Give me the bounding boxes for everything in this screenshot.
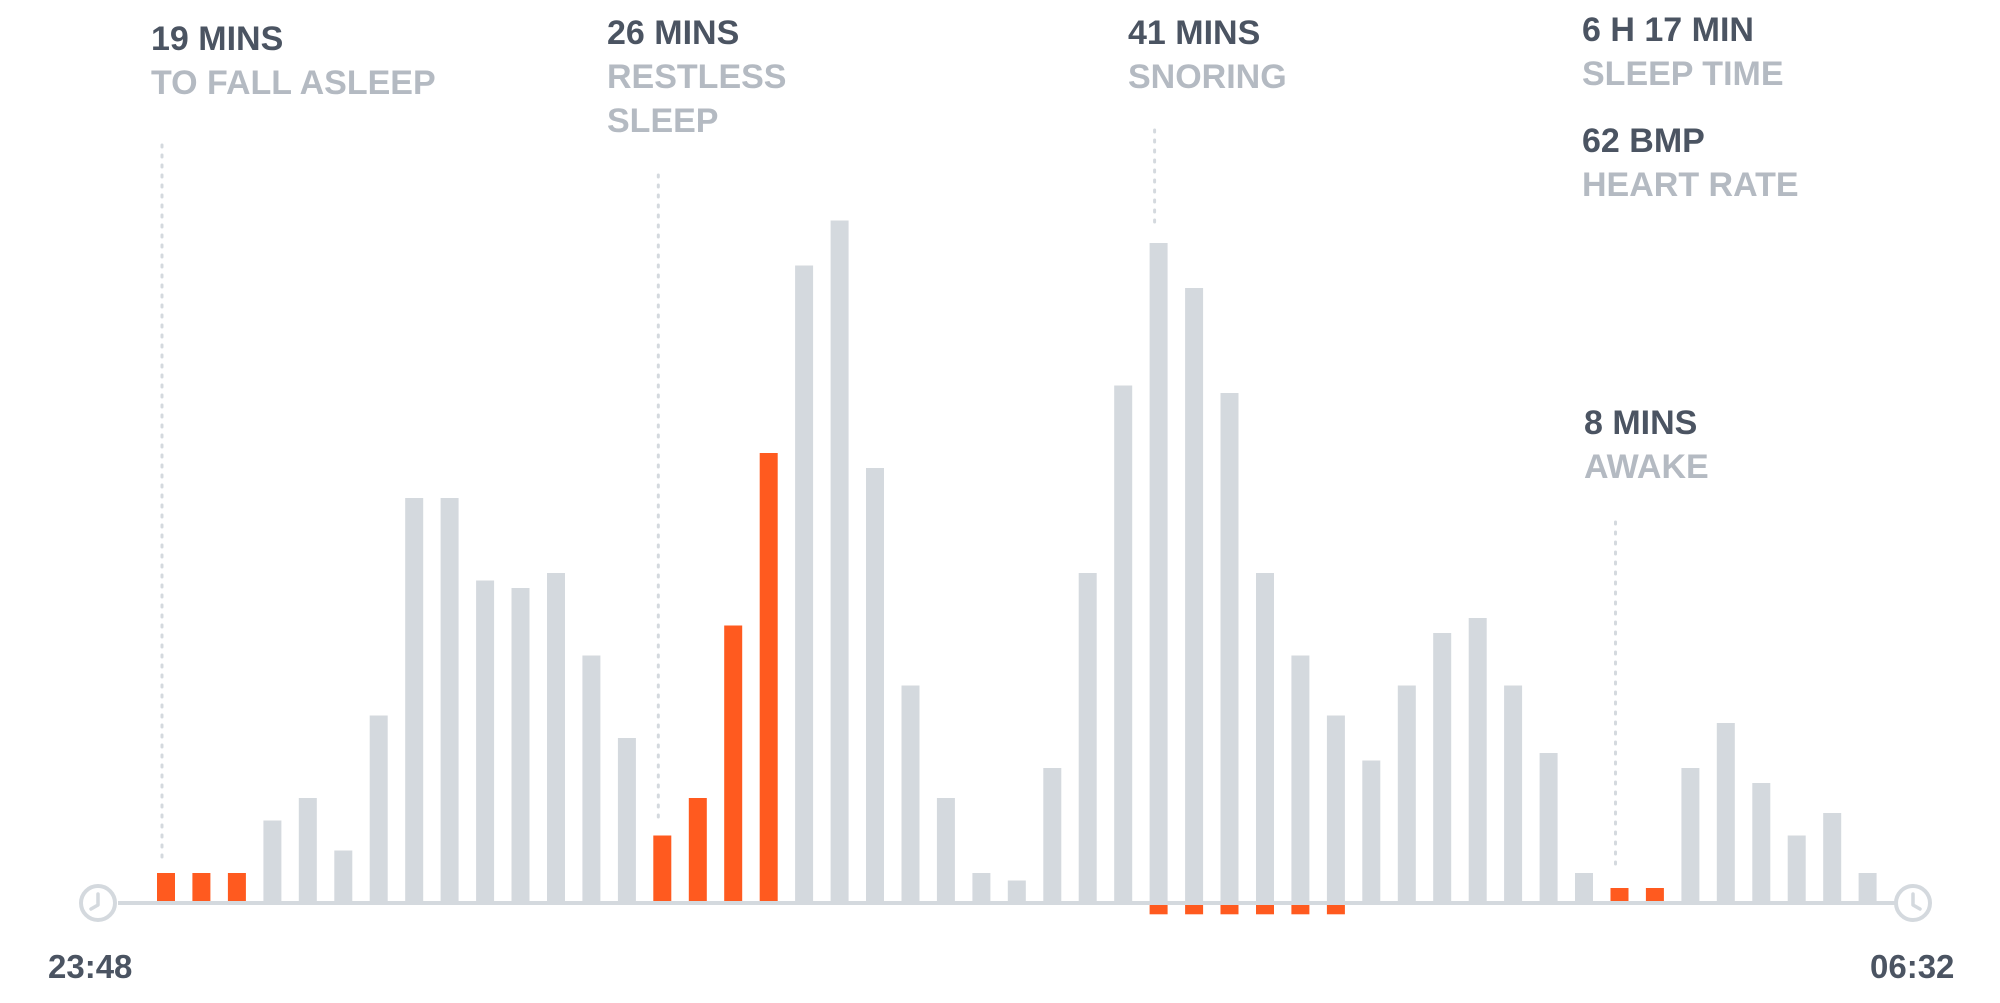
bar xyxy=(1149,243,1168,903)
highlight-bar xyxy=(653,835,672,903)
bar xyxy=(1681,768,1700,903)
bar xyxy=(1787,835,1806,903)
fall-asleep-value: 19 MINS xyxy=(151,20,284,58)
bar xyxy=(866,468,884,903)
bars xyxy=(157,220,1877,915)
bar xyxy=(547,573,565,903)
heart-rate-annotation: 62 BMP HEART RATE xyxy=(1582,124,1799,202)
end-time-label: 06:32 xyxy=(1870,948,1955,985)
highlight-bar xyxy=(759,453,778,903)
snoring-bar xyxy=(1256,903,1274,915)
snoring-bar xyxy=(1326,903,1345,915)
bar xyxy=(1539,753,1558,903)
snoring-annotation: 41 MINS SNORING xyxy=(1128,16,1287,94)
start-clock-icon xyxy=(79,884,117,922)
snoring-value: 41 MINS xyxy=(1128,14,1261,52)
snoring-bar xyxy=(1291,903,1310,915)
snoring-bar xyxy=(1220,903,1239,915)
highlight-bar xyxy=(1610,888,1629,903)
bar xyxy=(1256,573,1274,903)
restless-value: 26 MINS xyxy=(607,14,740,52)
bar xyxy=(901,685,920,903)
sleep-time-value: 6 H 17 MIN xyxy=(1582,11,1754,49)
awake-value: 8 MINS xyxy=(1584,404,1698,442)
bar xyxy=(440,498,459,903)
bar xyxy=(582,655,601,903)
bar xyxy=(1752,783,1771,903)
bar xyxy=(1078,573,1097,903)
sleep-time-label: SLEEP TIME xyxy=(1582,55,1784,93)
bar xyxy=(795,265,814,903)
highlight-bar xyxy=(1645,888,1664,903)
heart-rate-value: 62 BMP xyxy=(1582,122,1705,160)
highlight-bar xyxy=(157,873,175,903)
bar xyxy=(1823,813,1842,903)
bar xyxy=(1468,618,1487,903)
bar xyxy=(1326,715,1345,903)
fall-asleep-annotation: 19 MINS TO FALL ASLEEP xyxy=(151,22,436,100)
restless-label-line1: RESTLESS xyxy=(607,58,787,96)
heart-rate-label: HEART RATE xyxy=(1582,166,1799,204)
snoring-bar xyxy=(1149,903,1168,915)
bar xyxy=(511,588,530,903)
bar xyxy=(1575,873,1593,903)
awake-label: AWAKE xyxy=(1584,448,1709,486)
marker-lines xyxy=(160,128,1617,874)
highlight-bar xyxy=(227,873,246,903)
bar xyxy=(972,873,991,903)
bar xyxy=(405,498,424,903)
fall-asleep-label: TO FALL ASLEEP xyxy=(151,64,436,102)
highlight-bar xyxy=(724,625,743,903)
bar xyxy=(936,798,955,903)
bar xyxy=(1397,685,1416,903)
sleep-time-annotation: 6 H 17 MIN SLEEP TIME xyxy=(1582,13,1784,91)
snoring-bar xyxy=(1185,903,1204,915)
bar xyxy=(1043,768,1062,903)
restless-label-line2: SLEEP xyxy=(607,102,719,140)
bar xyxy=(476,580,495,903)
end-clock-icon xyxy=(1894,884,1932,922)
bar xyxy=(1362,760,1381,903)
bar xyxy=(1504,685,1523,903)
bar xyxy=(369,715,388,903)
bar xyxy=(334,850,353,903)
bar xyxy=(617,738,636,903)
bar xyxy=(1291,655,1310,903)
bar xyxy=(263,820,282,903)
snoring-label: SNORING xyxy=(1128,58,1287,96)
bar xyxy=(298,798,317,903)
bar xyxy=(1185,288,1204,903)
bar xyxy=(1433,633,1452,903)
bar xyxy=(1114,385,1133,903)
highlight-bar xyxy=(688,798,707,903)
bar xyxy=(1007,880,1026,903)
bar xyxy=(1858,873,1877,903)
bar xyxy=(1220,393,1239,903)
awake-annotation: 8 MINS AWAKE xyxy=(1584,406,1709,484)
bar xyxy=(1716,723,1735,903)
start-time-label: 23:48 xyxy=(48,948,133,985)
restless-annotation: 26 MINS RESTLESS SLEEP xyxy=(607,16,786,138)
bar xyxy=(830,220,849,903)
highlight-bar xyxy=(192,873,211,903)
